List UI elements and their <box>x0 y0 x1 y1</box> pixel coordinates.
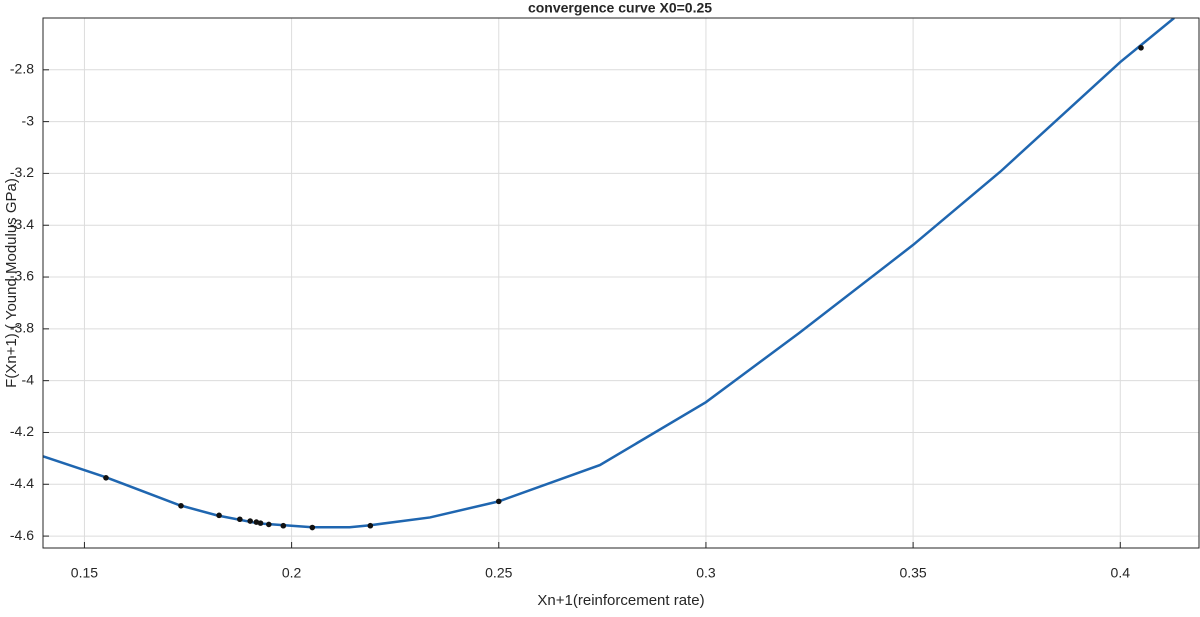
iteration-point <box>309 524 316 531</box>
y-tick-label: -4.6 <box>10 527 34 543</box>
y-tick-label: -4.2 <box>10 423 34 439</box>
curve <box>43 18 1175 529</box>
x-tick-label: 0.35 <box>899 565 926 581</box>
x-tick-label: 0.2 <box>282 565 302 581</box>
iteration-point <box>367 522 374 529</box>
iteration-point <box>103 474 109 481</box>
iteration-point <box>178 502 184 509</box>
y-tick-label: -3 <box>22 112 35 128</box>
y-tick-label: -2.8 <box>10 61 34 77</box>
plot-area <box>43 18 1199 548</box>
x-tick-label: 0.3 <box>696 565 716 581</box>
x-tick-label: 0.25 <box>485 565 512 581</box>
y-tick-label: -4.4 <box>10 475 34 491</box>
grid <box>43 18 1199 548</box>
y-tick-label: -3.6 <box>10 268 34 284</box>
x-tick-label: 0.4 <box>1111 565 1131 581</box>
axes-box <box>42 17 1200 549</box>
iteration-point <box>495 498 502 505</box>
y-tick-label: -3.2 <box>10 164 34 180</box>
iteration-point <box>247 518 253 524</box>
iteration-point <box>266 521 272 528</box>
y-tick-label: -3.4 <box>10 216 34 232</box>
iteration-point <box>237 516 243 523</box>
iteration-point <box>280 522 287 529</box>
x-axis-label: Xn+1(reinforcement rate) <box>537 592 704 609</box>
y-tick-label: -3.8 <box>10 320 34 336</box>
iteration-point <box>1138 44 1144 51</box>
y-axis-label: F(Xn+1) ( Yound Modulus GPa) <box>3 178 20 388</box>
x-tick-label: 0.15 <box>71 565 98 581</box>
data <box>43 18 1175 531</box>
y-tick-label: -4 <box>22 371 35 387</box>
iteration-point <box>257 520 264 526</box>
chart-title: convergence curve X0=0.25 <box>528 0 712 16</box>
iteration-point <box>216 512 222 519</box>
